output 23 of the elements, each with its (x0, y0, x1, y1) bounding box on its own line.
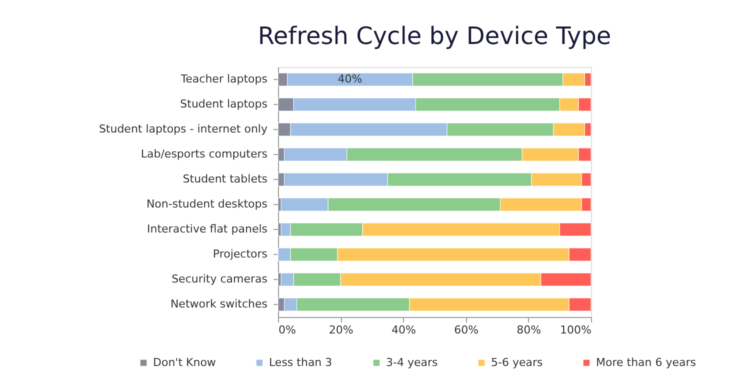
data-label: 40% (338, 72, 362, 86)
y-tick-label: Student tablets (182, 172, 268, 186)
y-tick-label: Student laptops (180, 98, 268, 110)
legend-label: 3-4 years (386, 356, 438, 369)
x-tick-label: 20% (328, 324, 354, 336)
legend-label: 5-6 years (491, 356, 544, 369)
y-tick-label: Interactive flat panels (147, 222, 268, 236)
y-tick-label: Teacher laptops (180, 72, 268, 86)
legend-label: Don't Know (153, 356, 216, 369)
y-tick-label: Student laptops - internet only (98, 122, 268, 136)
x-tick-label: 100% (560, 324, 592, 336)
legend-label: Less than 3 (269, 356, 332, 369)
chart-title: Refresh Cycle by Device Type (258, 22, 612, 50)
y-tick-label: Projectors (212, 248, 268, 260)
x-tick-label: 60% (454, 324, 479, 336)
y-tick-label: Security cameras (172, 272, 268, 286)
y-tick-label: Non-student desktops (146, 198, 268, 210)
y-tick-label: Lab/esports computers (140, 148, 268, 160)
legend-label: More than 6 years (596, 356, 696, 369)
y-tick-label: Network switches (170, 298, 268, 310)
x-tick-label: 40% (391, 324, 416, 336)
x-tick-label: 80% (516, 324, 542, 336)
x-tick-label: 0% (278, 324, 296, 336)
